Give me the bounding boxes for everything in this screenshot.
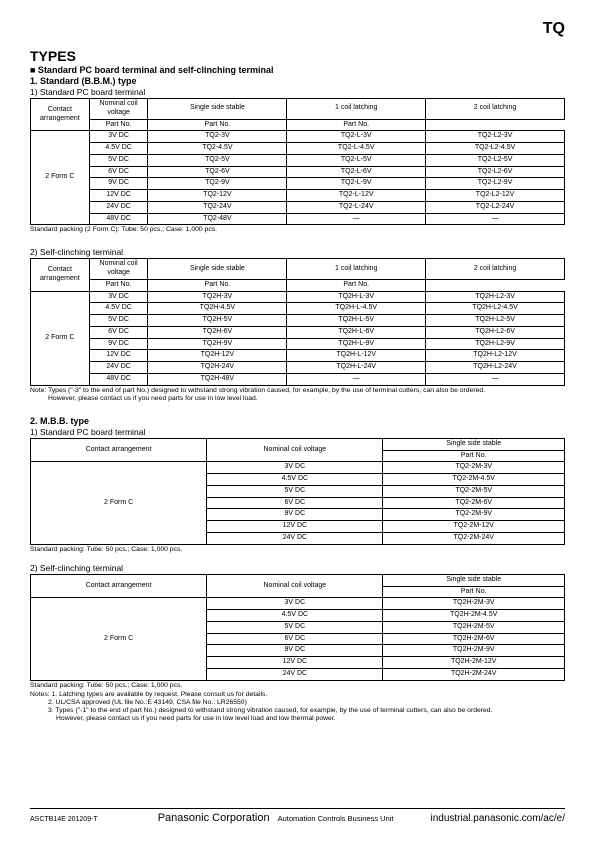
col-contact: Contact: [48, 106, 72, 113]
types-heading: TYPES: [30, 48, 565, 64]
footer-corporation: Panasonic Corporation: [158, 812, 270, 824]
section-subheading-2b: 2) Self-clinching terminal: [30, 563, 565, 573]
page-header-code: TQ: [543, 20, 565, 38]
table-bbm-pc-board: Contactarrangement Nominal coilvoltage S…: [30, 98, 565, 225]
page-footer: ASCTB14E 201209-T Panasonic Corporation …: [30, 808, 565, 824]
col-one-coil: 1 coil latching: [287, 99, 426, 120]
arrangement-cell: 2 Form C: [31, 131, 90, 225]
note-packing-2b: Standard packing: Tube: 50 pcs.; Case: 1…: [30, 682, 565, 690]
col-two-coil: 2 coil latching: [426, 99, 565, 120]
section-subheading-1a: 1) Standard PC board terminal: [30, 87, 565, 97]
note-final-1: Notes: 1. Latching types are available b…: [30, 691, 565, 699]
table-mbb-pc-board: Contact arrangement Nominal coil voltage…: [30, 438, 565, 545]
note-t2-l2: However, please contact us if you need p…: [30, 395, 565, 403]
section-heading-main: ■ Standard PC board terminal and self-cl…: [30, 65, 565, 75]
note-final-3a: 3. Types ("-1" to the end of part No.) d…: [30, 707, 565, 715]
footer-docid: ASCTB14E 201209-T: [30, 816, 98, 823]
section-heading-2: 2. M.B.B. type: [30, 416, 565, 426]
section-subheading-1b: 2) Self-clinching terminal: [30, 247, 565, 257]
footer-business-unit: Automation Controls Business Unit: [278, 814, 394, 823]
note-t2-l1: Note: Types ("-3" to the end of part No.…: [30, 387, 565, 395]
section-heading-1: 1. Standard (B.B.M.) type: [30, 76, 565, 86]
col-contact-full: Contact arrangement: [31, 438, 207, 462]
col-single-side: Single side stable: [148, 99, 287, 120]
note-packing-1: Standard packing (2 Form C): Tube: 50 pc…: [30, 226, 565, 234]
footer-url: industrial.panasonic.com/ac/e/: [430, 813, 565, 824]
note-final-2: 2. UL/CSA approved (UL file No.:E 43149,…: [30, 699, 565, 707]
col-nominal: Nominal coil: [100, 100, 138, 107]
col-nominal-full: Nominal coil voltage: [207, 438, 383, 462]
table-mbb-self-clinching: Contact arrangement Nominal coil voltage…: [30, 574, 565, 681]
section-subheading-2a: 1) Standard PC board terminal: [30, 427, 565, 437]
note-final-3b: However, please contact us if you need p…: [30, 715, 565, 723]
table-bbm-self-clinching: Contactarrangement Nominal coilvoltage S…: [30, 258, 565, 385]
note-packing-2a: Standard packing: Tube: 50 pcs.; Case: 1…: [30, 546, 565, 554]
